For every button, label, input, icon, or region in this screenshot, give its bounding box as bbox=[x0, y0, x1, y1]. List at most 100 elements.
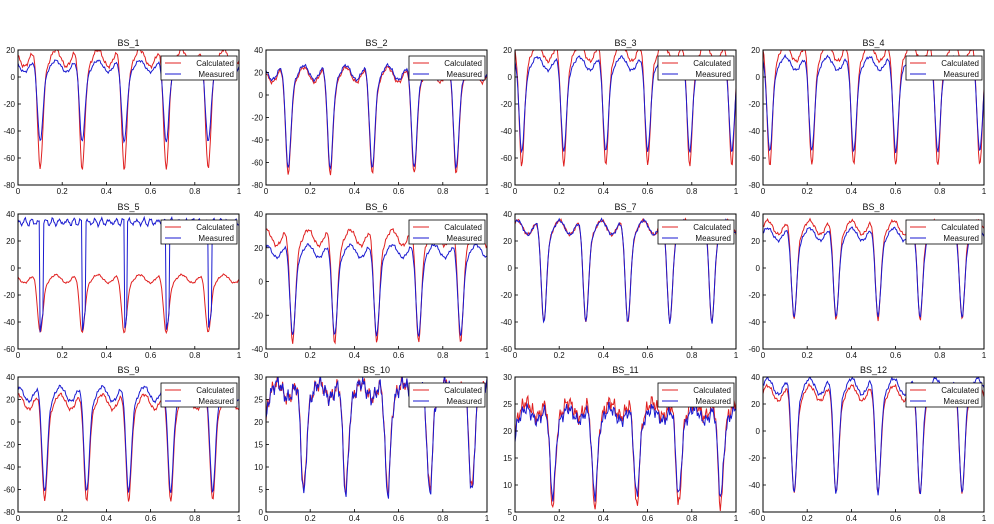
x-tick-label: 0.6 bbox=[393, 187, 405, 196]
y-tick-label: -80 bbox=[500, 181, 512, 190]
x-tick-label: 0.2 bbox=[802, 514, 814, 523]
axes-box bbox=[514, 213, 737, 350]
series-calculated-line bbox=[266, 227, 487, 345]
y-tick-label: 30 bbox=[503, 373, 512, 382]
x-tick-label: 0 bbox=[761, 514, 766, 523]
y-tick-label: -20 bbox=[3, 100, 15, 109]
x-tick-label: 0.8 bbox=[189, 351, 201, 360]
subplot-title: BS_9 bbox=[117, 365, 139, 375]
subplot-bs_4: BS_4 -80 -60 -40 -20 0 20 0.2 0.4 0.6 0.8 1 0 Calcula… bbox=[748, 38, 986, 196]
x-tick-label: 0.6 bbox=[145, 514, 157, 523]
y-tick-label: 15 bbox=[254, 441, 263, 450]
x-tick-label: 0.2 bbox=[554, 514, 566, 523]
subplot-bs_2: BS_2 -80 -60 -40 -20 0 20 40 0.2 0.4 0.6 0.8 1 0 Calcu… bbox=[251, 38, 489, 196]
x-tick-label: 0.8 bbox=[437, 514, 449, 523]
y-tick-label: 40 bbox=[503, 210, 512, 219]
x-tick-label: 0.8 bbox=[934, 351, 946, 360]
y-tick-label: 40 bbox=[254, 210, 263, 219]
legend-label-measured: Measured bbox=[198, 70, 234, 79]
y-tick-label: 25 bbox=[503, 400, 512, 409]
legend-label-calculated: Calculated bbox=[196, 223, 234, 232]
y-tick-label: 0 bbox=[11, 264, 16, 273]
subplot-title: BS_1 bbox=[117, 38, 139, 48]
x-tick-label: 0.4 bbox=[349, 514, 361, 523]
series-measured-line bbox=[266, 243, 487, 337]
x-tick-label: 1 bbox=[734, 187, 739, 196]
legend-box bbox=[657, 382, 735, 408]
y-tick-label: -60 bbox=[251, 159, 263, 168]
legend-label-calculated: Calculated bbox=[941, 223, 979, 232]
x-tick-label: 0.8 bbox=[189, 187, 201, 196]
legend-label-measured: Measured bbox=[695, 70, 731, 79]
subplot-bs_8: BS_8 -60 -40 -20 0 20 40 0.2 0.4 0.6 0.8 1 0 Calculat… bbox=[748, 202, 986, 360]
y-tick-label: 20 bbox=[751, 400, 760, 409]
series-calculated-line bbox=[18, 392, 239, 502]
legend-label-calculated: Calculated bbox=[196, 386, 234, 395]
y-tick-label: -40 bbox=[748, 318, 760, 327]
legend: Calculated Measured bbox=[160, 382, 238, 408]
y-tick-label: -80 bbox=[3, 508, 15, 517]
x-tick-label: 0.4 bbox=[349, 187, 361, 196]
y-tick-label: -20 bbox=[251, 114, 263, 123]
legend: Calculated Measured bbox=[160, 219, 238, 245]
y-tick-label: -60 bbox=[748, 345, 760, 354]
x-tick-label: 1 bbox=[237, 187, 242, 196]
x-tick-label: 0 bbox=[513, 187, 518, 196]
axes-box bbox=[762, 376, 985, 513]
x-tick-label: 1 bbox=[982, 187, 987, 196]
x-tick-label: 0.6 bbox=[642, 187, 654, 196]
subplot-title: BS_3 bbox=[614, 38, 636, 48]
y-tick-label: -40 bbox=[3, 463, 15, 472]
y-tick-label: -20 bbox=[3, 291, 15, 300]
y-tick-label: 0 bbox=[259, 278, 264, 287]
legend: Calculated Measured bbox=[657, 382, 735, 408]
legend-box bbox=[160, 55, 238, 81]
subplot-title: BS_10 bbox=[363, 365, 390, 375]
y-tick-label: -60 bbox=[748, 154, 760, 163]
x-tick-label: 1 bbox=[485, 187, 490, 196]
subplot-title: BS_11 bbox=[612, 365, 638, 375]
y-tick-label: -60 bbox=[500, 154, 512, 163]
series-calculated-line bbox=[515, 50, 736, 167]
x-tick-label: 1 bbox=[982, 351, 987, 360]
legend-label-measured: Measured bbox=[943, 397, 979, 406]
x-tick-label: 0.2 bbox=[305, 514, 317, 523]
x-tick-label: 1 bbox=[734, 351, 739, 360]
x-tick-label: 0.6 bbox=[890, 514, 902, 523]
x-tick-label: 0.2 bbox=[802, 351, 814, 360]
x-tick-label: 0.6 bbox=[642, 351, 654, 360]
legend-label-calculated: Calculated bbox=[444, 59, 482, 68]
y-tick-label: 0 bbox=[259, 91, 264, 100]
y-tick-label: -20 bbox=[748, 291, 760, 300]
y-tick-label: 0 bbox=[756, 73, 761, 82]
y-tick-label: 0 bbox=[756, 427, 761, 436]
x-tick-label: 0 bbox=[264, 514, 269, 523]
y-tick-label: 40 bbox=[751, 210, 760, 219]
y-tick-label: 15 bbox=[503, 454, 512, 463]
axes-box bbox=[762, 49, 985, 186]
y-tick-label: 20 bbox=[6, 396, 15, 405]
y-tick-label: 0 bbox=[508, 73, 513, 82]
subplot-bs_5: BS_5 -60 -40 -20 0 20 40 0.2 0.4 0.6 0.8 1 0 Calculat… bbox=[3, 202, 241, 360]
y-tick-label: 20 bbox=[254, 418, 263, 427]
subplot-title: BS_2 bbox=[365, 38, 387, 48]
subplot-title: BS_6 bbox=[365, 202, 387, 212]
y-tick-label: -60 bbox=[3, 486, 15, 495]
y-tick-label: -80 bbox=[251, 181, 263, 190]
y-tick-label: 25 bbox=[254, 396, 263, 405]
y-tick-label: -20 bbox=[500, 100, 512, 109]
x-tick-label: 0.2 bbox=[305, 351, 317, 360]
legend: Calculated Measured bbox=[905, 219, 983, 245]
legend-label-measured: Measured bbox=[446, 397, 482, 406]
legend-label-calculated: Calculated bbox=[693, 386, 731, 395]
legend-label-calculated: Calculated bbox=[693, 59, 731, 68]
x-tick-label: 0.2 bbox=[305, 187, 317, 196]
y-tick-label: 20 bbox=[503, 237, 512, 246]
y-tick-label: 40 bbox=[6, 373, 15, 382]
legend: Calculated Measured bbox=[657, 55, 735, 81]
subplot-bs_6: BS_6 -40 -20 0 20 40 0.2 0.4 0.6 0.8 1 0 Calculated M… bbox=[251, 202, 489, 360]
y-tick-label: 20 bbox=[503, 46, 512, 55]
x-tick-label: 0 bbox=[761, 187, 766, 196]
legend-label-calculated: Calculated bbox=[444, 386, 482, 395]
